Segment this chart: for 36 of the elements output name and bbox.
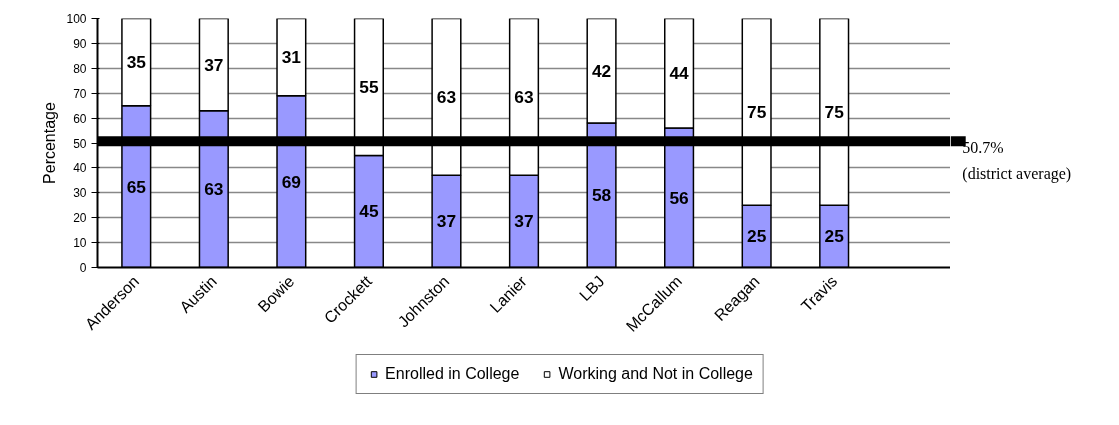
y-tick-label: 90 xyxy=(73,36,87,51)
legend-label: 50.7% (district average) xyxy=(962,139,1072,183)
y-tick-label: 70 xyxy=(73,86,87,101)
data-label: 56 xyxy=(669,187,690,208)
data-label: 75 xyxy=(824,101,845,122)
data-label: 45 xyxy=(359,201,379,222)
legend-label: Working and Not in College xyxy=(558,365,753,383)
data-label: 25 xyxy=(747,226,767,247)
data-label: 58 xyxy=(591,185,612,206)
data-label: 69 xyxy=(281,171,302,192)
data-label: 44 xyxy=(669,63,690,84)
y-tick-label: 100 xyxy=(66,12,87,26)
y-tick-label: 80 xyxy=(73,61,87,76)
data-label: 25 xyxy=(824,226,845,247)
y-tick-label: 20 xyxy=(73,211,87,226)
data-label: 55 xyxy=(359,76,379,97)
y-tick-label: 0 xyxy=(79,261,87,275)
data-label: 63 xyxy=(436,86,457,107)
data-label: 63 xyxy=(204,179,224,200)
data-label: 75 xyxy=(747,101,767,122)
data-label: 37 xyxy=(436,211,457,232)
y-axis-title: Percentage xyxy=(41,101,59,184)
data-label: 31 xyxy=(281,47,302,68)
y-tick-label: 50 xyxy=(73,136,87,151)
y-tick-label: 10 xyxy=(73,236,87,251)
data-label: 35 xyxy=(126,52,147,73)
data-label: 63 xyxy=(514,86,534,107)
data-label: 65 xyxy=(126,176,147,197)
data-label: 37 xyxy=(514,211,534,232)
legend-label: Enrolled in College xyxy=(385,365,520,383)
data-label: 37 xyxy=(204,54,224,75)
data-label: 42 xyxy=(591,60,612,81)
y-tick-label: 30 xyxy=(73,186,87,201)
y-tick-label: 40 xyxy=(73,161,87,176)
y-tick-label: 60 xyxy=(73,111,87,126)
x-tick-label: LBJ xyxy=(576,272,608,305)
